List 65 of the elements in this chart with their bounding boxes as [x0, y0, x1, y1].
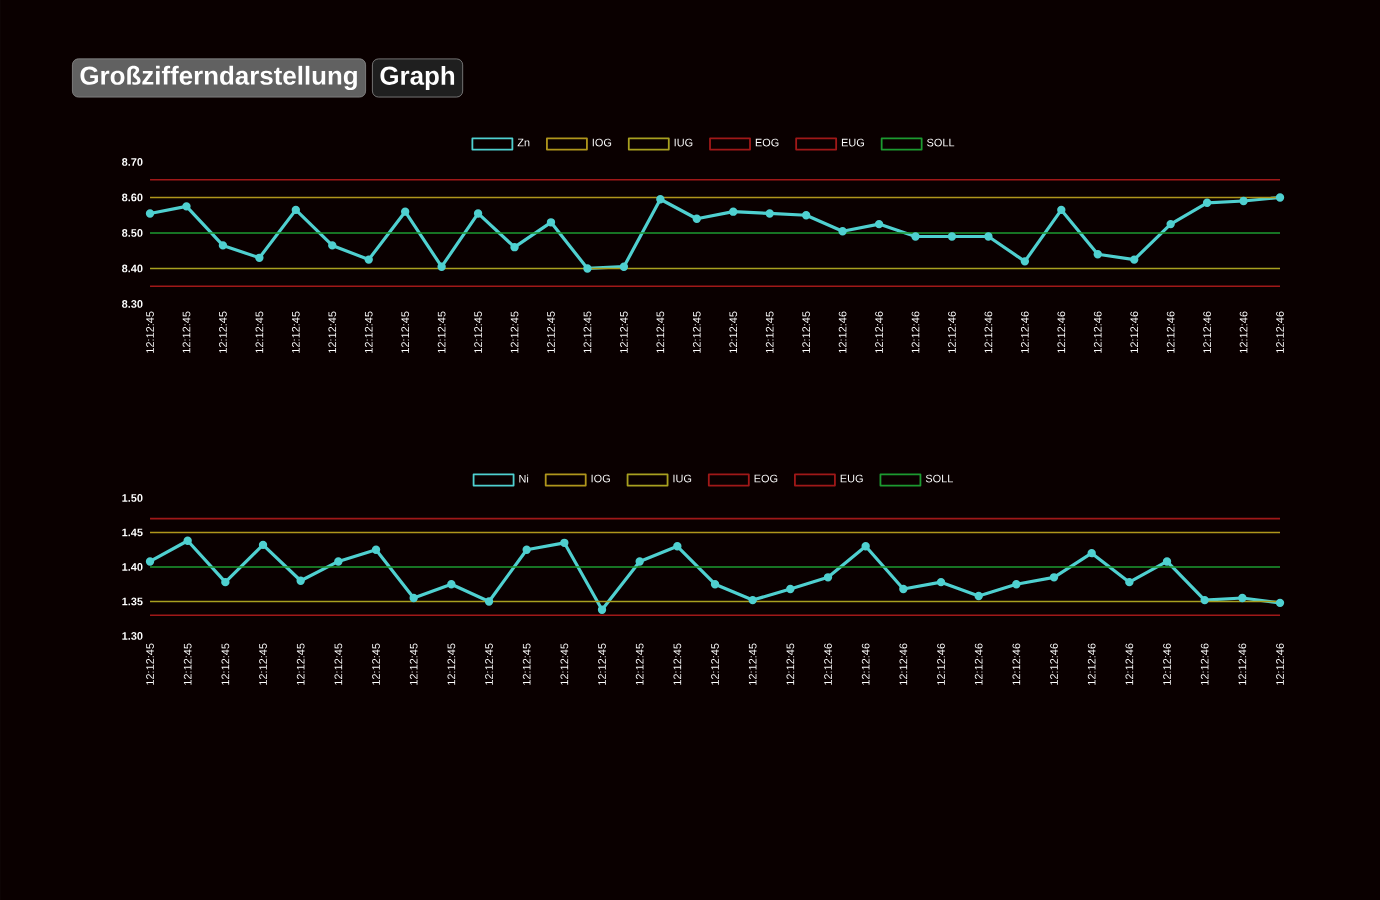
point [522, 545, 531, 554]
point [447, 580, 456, 589]
point [221, 577, 230, 587]
point [484, 597, 494, 606]
point [1012, 580, 1021, 589]
point [1166, 219, 1175, 229]
point [364, 255, 373, 264]
point [183, 536, 192, 545]
point [936, 577, 946, 587]
point [748, 595, 757, 605]
point [1275, 598, 1285, 608]
point [296, 576, 305, 585]
point [619, 262, 629, 271]
text: Großzifferndarstellung [80, 65, 357, 91]
point [583, 264, 592, 273]
point [656, 195, 665, 204]
point [838, 227, 847, 236]
point [145, 209, 155, 218]
point [1130, 255, 1139, 264]
point [823, 573, 833, 582]
point [673, 542, 682, 551]
point [974, 591, 983, 601]
point [400, 207, 410, 216]
point [1202, 198, 1212, 207]
point [597, 605, 607, 614]
point [409, 593, 418, 603]
point [1020, 257, 1030, 266]
point [729, 207, 738, 216]
point [692, 214, 701, 223]
point [801, 211, 811, 220]
point [1238, 593, 1247, 603]
point [473, 209, 483, 218]
point [874, 219, 884, 229]
point [510, 242, 519, 252]
point [560, 538, 569, 548]
point [1093, 250, 1102, 259]
point [984, 232, 993, 241]
point [328, 241, 337, 250]
point [546, 218, 556, 227]
point [291, 205, 301, 215]
point [1125, 577, 1134, 587]
point [371, 545, 381, 554]
point [334, 557, 343, 566]
point [1057, 205, 1066, 215]
point [947, 232, 957, 241]
point [1275, 193, 1285, 202]
point [899, 584, 908, 594]
point [1239, 196, 1248, 206]
point [255, 253, 264, 263]
point [182, 202, 191, 211]
point [218, 241, 228, 250]
point [786, 584, 795, 594]
point [258, 540, 268, 550]
point [635, 557, 644, 566]
point [861, 542, 870, 551]
point [1087, 548, 1096, 558]
point [437, 262, 446, 271]
point [710, 580, 720, 589]
point [765, 209, 774, 218]
point [145, 557, 155, 566]
point [1162, 557, 1172, 566]
point [1049, 573, 1059, 582]
point [1200, 595, 1209, 605]
point [911, 232, 920, 241]
text: Graph [380, 65, 455, 91]
